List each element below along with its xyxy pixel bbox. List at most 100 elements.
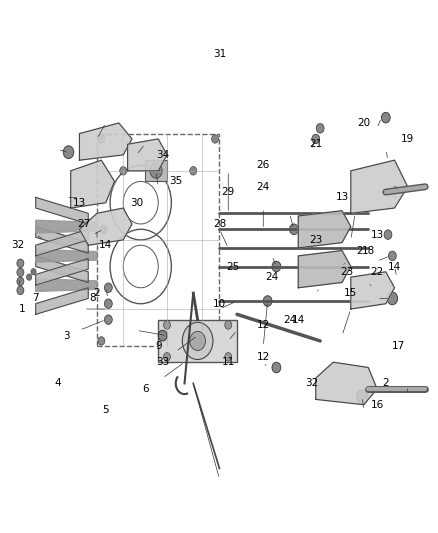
Polygon shape	[35, 229, 88, 256]
Text: 2: 2	[93, 288, 100, 298]
Polygon shape	[350, 160, 407, 213]
Polygon shape	[71, 160, 114, 208]
Circle shape	[381, 112, 389, 123]
Text: 23: 23	[308, 235, 321, 245]
Text: 12: 12	[256, 352, 269, 362]
Text: 20: 20	[357, 118, 370, 128]
Polygon shape	[35, 197, 88, 224]
Circle shape	[386, 292, 397, 305]
Text: 26: 26	[256, 160, 269, 171]
Circle shape	[31, 269, 36, 275]
Circle shape	[272, 261, 280, 272]
Circle shape	[98, 337, 105, 345]
Circle shape	[383, 230, 391, 239]
Polygon shape	[79, 123, 132, 160]
Circle shape	[211, 135, 218, 143]
Circle shape	[26, 274, 32, 280]
Circle shape	[158, 330, 166, 341]
Text: 35: 35	[169, 176, 182, 187]
Polygon shape	[35, 288, 88, 314]
Text: 15: 15	[343, 288, 357, 298]
Circle shape	[104, 283, 112, 293]
Text: 14: 14	[291, 314, 304, 325]
Text: 16: 16	[370, 400, 383, 410]
Circle shape	[356, 390, 367, 403]
Text: 14: 14	[387, 262, 400, 271]
Text: 14: 14	[99, 240, 112, 250]
Text: 8: 8	[89, 293, 95, 303]
Polygon shape	[35, 279, 97, 292]
Circle shape	[289, 224, 297, 235]
Circle shape	[211, 337, 218, 345]
Text: 24: 24	[265, 272, 278, 282]
Text: 13: 13	[335, 192, 348, 203]
Text: 29: 29	[221, 187, 234, 197]
Text: 6: 6	[141, 384, 148, 394]
Text: 3: 3	[63, 330, 70, 341]
Text: 4: 4	[54, 378, 61, 389]
Text: 2: 2	[381, 378, 388, 389]
Text: 32: 32	[11, 240, 25, 250]
Text: 23: 23	[339, 267, 352, 277]
Text: 17: 17	[392, 341, 405, 351]
Text: 5: 5	[102, 405, 109, 415]
Polygon shape	[79, 208, 132, 245]
Polygon shape	[127, 139, 166, 171]
Circle shape	[104, 315, 112, 325]
Text: 13: 13	[73, 198, 86, 208]
Text: 9: 9	[155, 341, 161, 351]
Polygon shape	[350, 272, 394, 309]
Circle shape	[315, 124, 323, 133]
Polygon shape	[158, 320, 237, 362]
Circle shape	[163, 321, 170, 329]
Text: 10: 10	[212, 298, 226, 309]
Text: 1: 1	[19, 304, 26, 314]
Text: 31: 31	[212, 49, 226, 59]
Text: 25: 25	[226, 262, 239, 271]
Circle shape	[17, 268, 24, 277]
Text: 2: 2	[355, 246, 362, 255]
Text: 11: 11	[221, 357, 234, 367]
Circle shape	[98, 135, 105, 143]
Polygon shape	[315, 362, 376, 405]
Circle shape	[224, 353, 231, 361]
Circle shape	[17, 259, 24, 268]
Circle shape	[311, 134, 319, 144]
Text: 21: 21	[308, 139, 321, 149]
Text: 34: 34	[155, 150, 169, 160]
Text: 30: 30	[130, 198, 143, 208]
Text: 32: 32	[304, 378, 317, 389]
Circle shape	[163, 353, 170, 361]
Polygon shape	[35, 249, 97, 262]
Circle shape	[100, 225, 107, 233]
Polygon shape	[35, 259, 88, 285]
Polygon shape	[145, 160, 166, 181]
Text: 12: 12	[256, 320, 269, 330]
Circle shape	[182, 322, 212, 360]
Circle shape	[150, 164, 162, 178]
Polygon shape	[297, 211, 350, 248]
Circle shape	[189, 332, 205, 351]
Circle shape	[17, 286, 24, 295]
Polygon shape	[35, 227, 88, 253]
Text: 13: 13	[370, 230, 383, 240]
Text: 33: 33	[155, 357, 169, 367]
Circle shape	[120, 166, 127, 175]
Text: 22: 22	[370, 267, 383, 277]
Text: 24: 24	[256, 182, 269, 192]
Circle shape	[224, 321, 231, 329]
Polygon shape	[35, 256, 88, 282]
Circle shape	[104, 299, 112, 309]
Text: 24: 24	[282, 314, 296, 325]
Circle shape	[63, 146, 74, 159]
Text: 19: 19	[400, 134, 413, 144]
Polygon shape	[35, 220, 97, 233]
Circle shape	[272, 362, 280, 373]
Circle shape	[263, 296, 272, 306]
Text: 27: 27	[77, 219, 90, 229]
Text: 18: 18	[361, 246, 374, 255]
Polygon shape	[297, 251, 350, 288]
Text: 7: 7	[32, 293, 39, 303]
Circle shape	[388, 251, 396, 261]
Circle shape	[189, 166, 196, 175]
